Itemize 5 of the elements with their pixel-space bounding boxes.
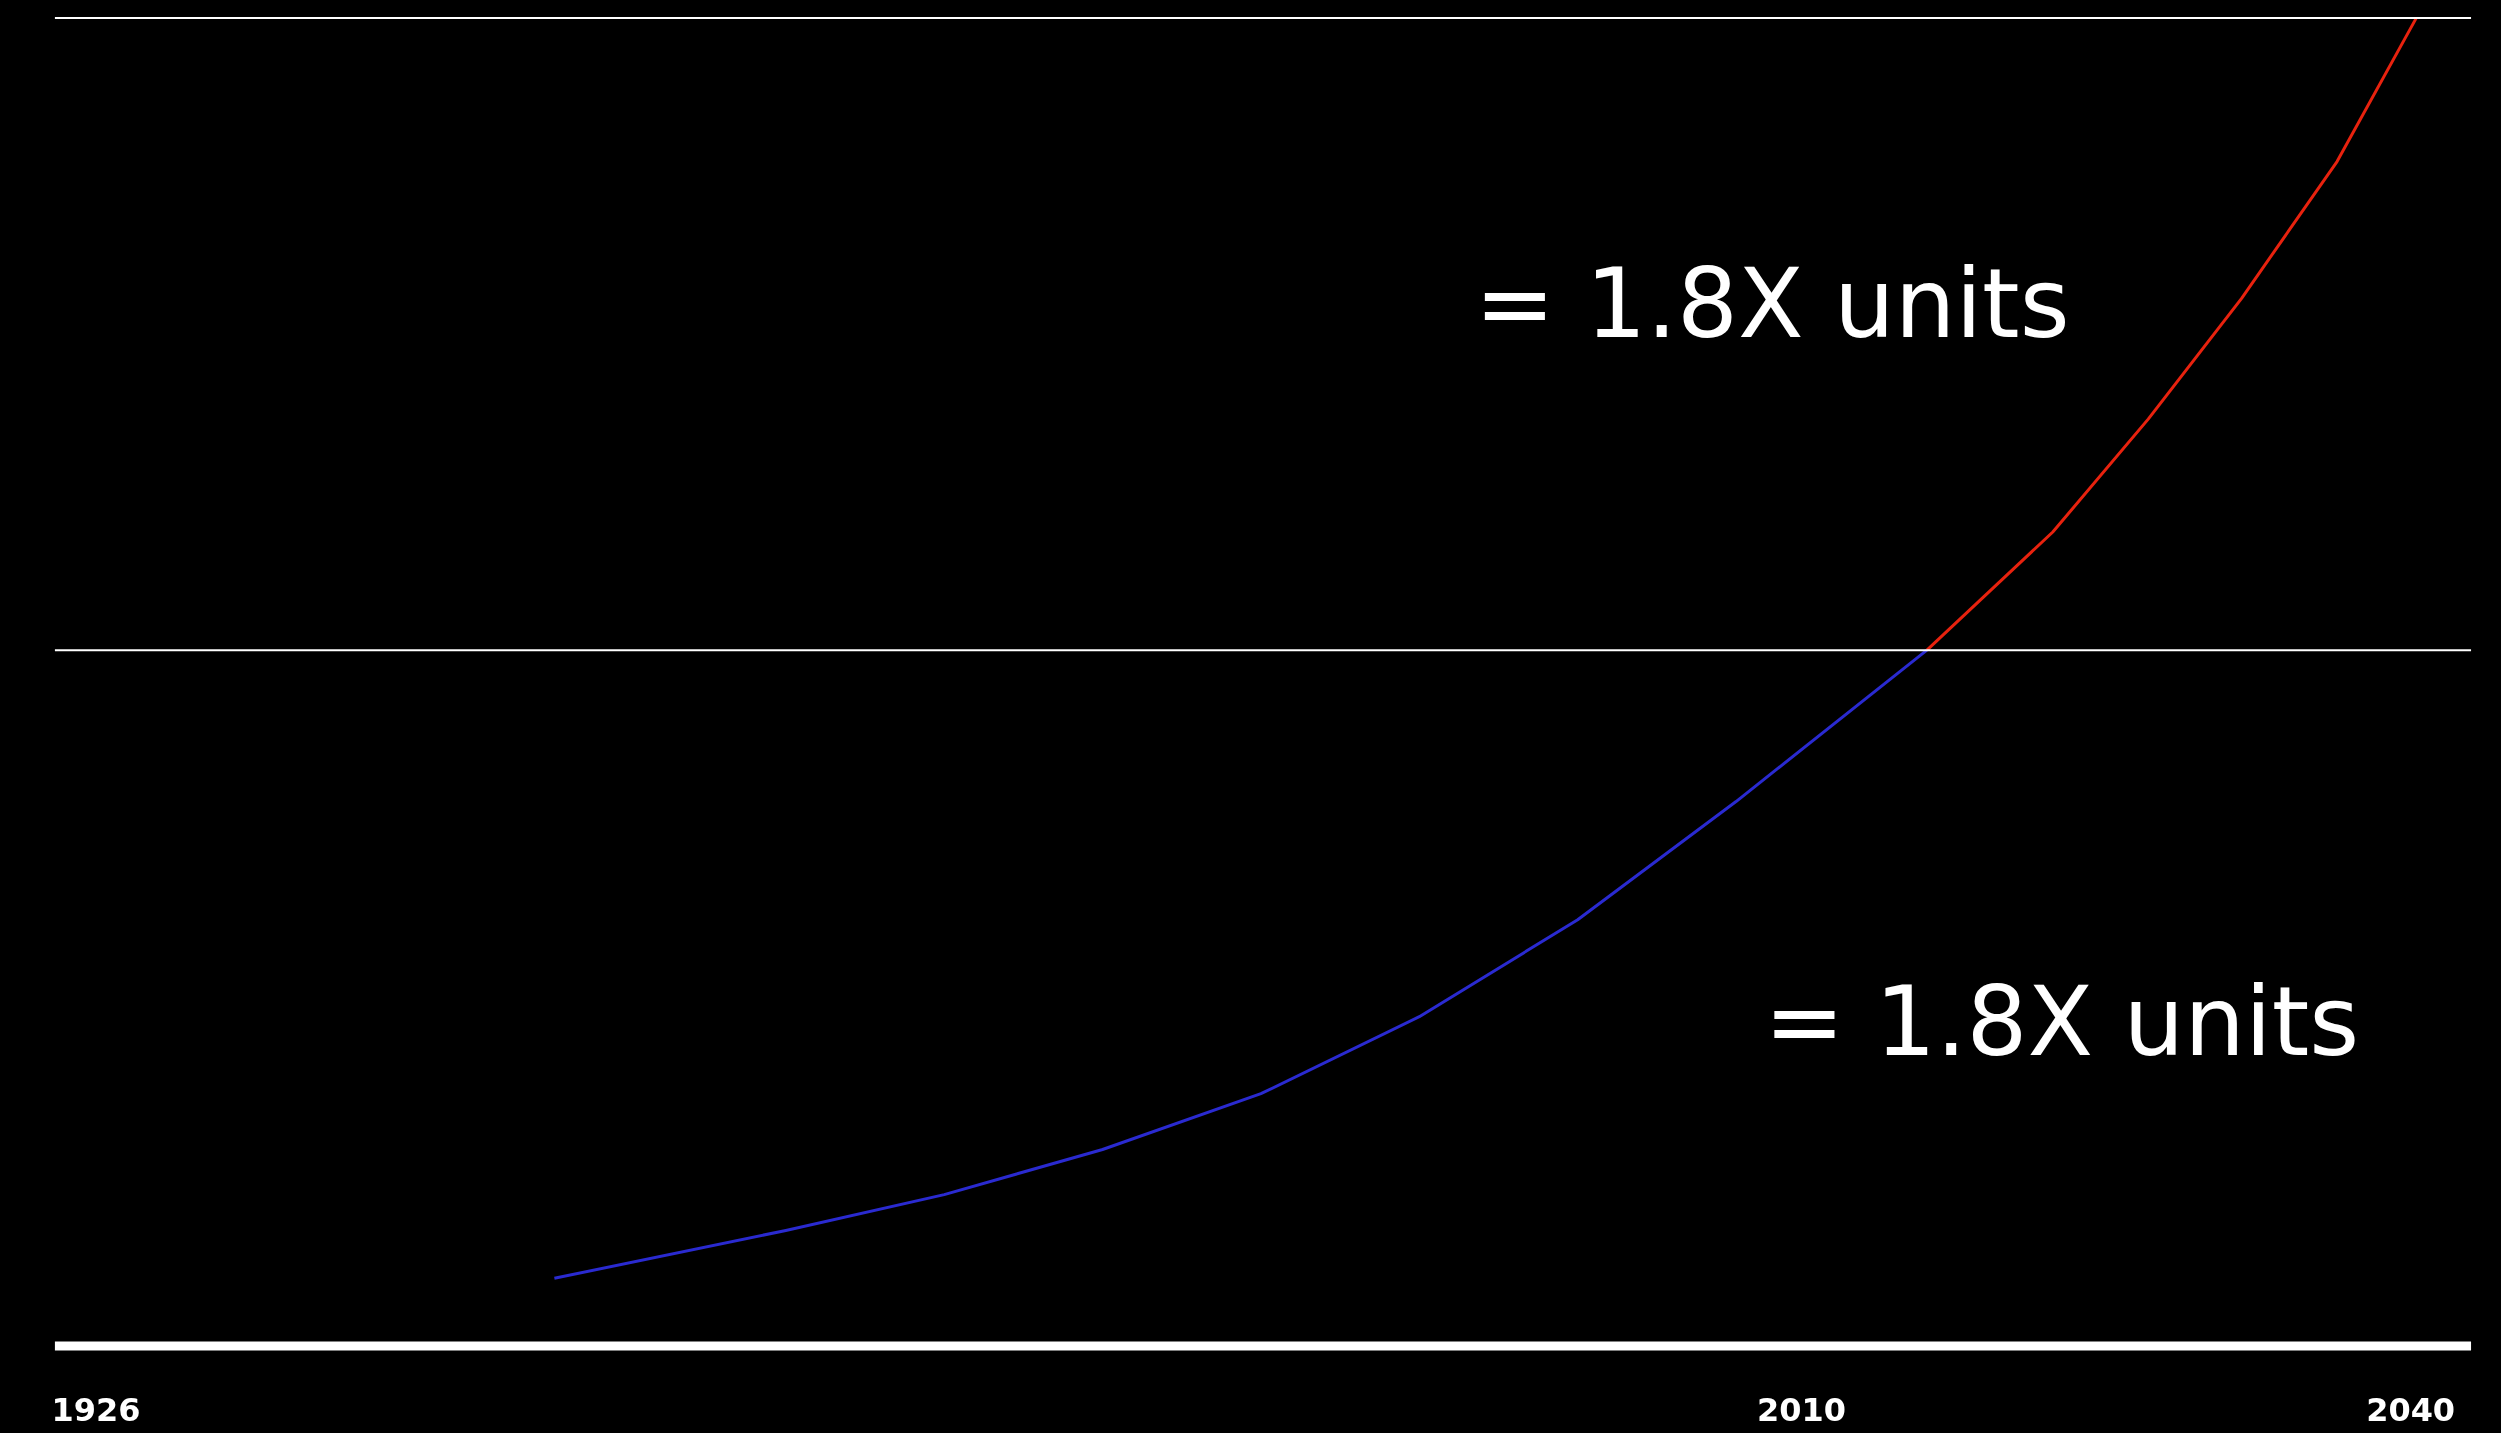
x-tick-label: 2040 <box>2366 1391 2456 1430</box>
x-tick-label: 2010 <box>1757 1391 1846 1430</box>
x-tick-label: 1926 <box>51 1391 141 1430</box>
annotation: = 1.8X units <box>1764 966 2360 1079</box>
annotation: = 1.8X units <box>1474 247 2070 360</box>
